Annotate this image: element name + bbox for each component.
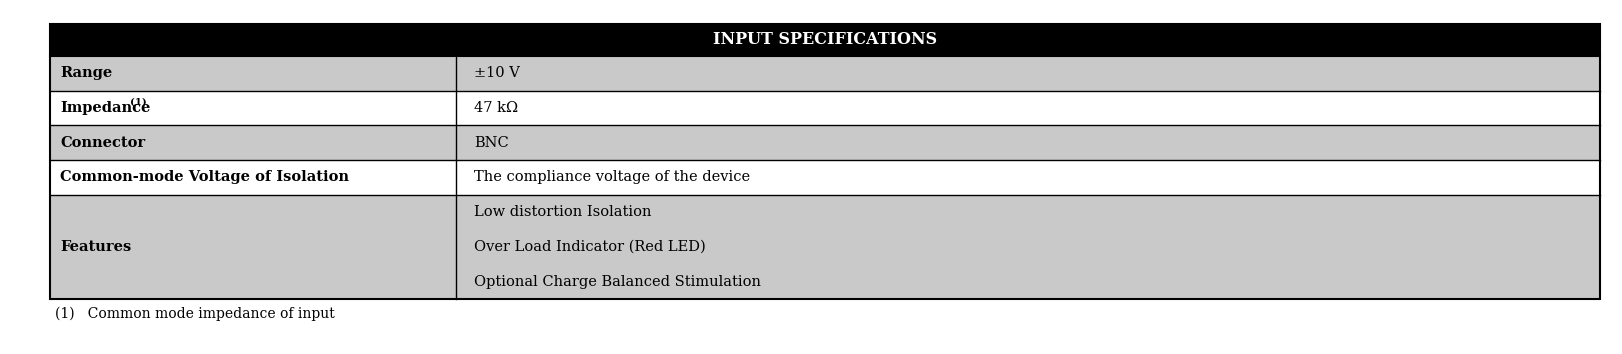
Bar xyxy=(50,160,456,195)
Text: (1): (1) xyxy=(130,97,148,106)
Bar xyxy=(50,24,1599,299)
Bar xyxy=(456,56,1599,91)
Bar xyxy=(456,125,1599,160)
Bar xyxy=(50,125,456,160)
Text: Impedance: Impedance xyxy=(60,101,151,115)
Text: The compliance voltage of the device: The compliance voltage of the device xyxy=(474,171,751,184)
Text: BNC: BNC xyxy=(474,136,509,150)
Text: Range: Range xyxy=(60,66,112,80)
Text: (1)   Common mode impedance of input: (1) Common mode impedance of input xyxy=(55,307,334,321)
Text: Optional Charge Balanced Stimulation: Optional Charge Balanced Stimulation xyxy=(474,275,761,289)
Text: Common-mode Voltage of Isolation: Common-mode Voltage of Isolation xyxy=(60,171,349,184)
Text: Features: Features xyxy=(60,240,131,254)
FancyBboxPatch shape xyxy=(50,24,1599,56)
Text: 47 kΩ: 47 kΩ xyxy=(474,101,517,115)
Bar xyxy=(456,160,1599,195)
Text: Connector: Connector xyxy=(60,136,144,150)
Bar xyxy=(50,195,456,299)
Bar xyxy=(456,91,1599,125)
Bar xyxy=(50,91,456,125)
Bar xyxy=(50,56,456,91)
Text: Over Load Indicator (Red LED): Over Load Indicator (Red LED) xyxy=(474,240,706,254)
Text: ±10 V: ±10 V xyxy=(474,66,521,80)
Bar xyxy=(456,195,1599,299)
Text: INPUT SPECIFICATIONS: INPUT SPECIFICATIONS xyxy=(714,32,938,48)
Text: Low distortion Isolation: Low distortion Isolation xyxy=(474,205,652,219)
